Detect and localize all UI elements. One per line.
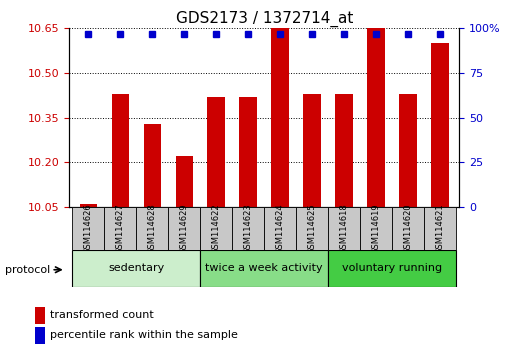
Text: GSM114620: GSM114620 bbox=[404, 203, 412, 254]
Text: GSM114624: GSM114624 bbox=[275, 203, 285, 254]
FancyBboxPatch shape bbox=[72, 207, 105, 250]
Bar bbox=[399, 94, 417, 207]
Text: percentile rank within the sample: percentile rank within the sample bbox=[50, 330, 238, 341]
FancyBboxPatch shape bbox=[296, 207, 328, 250]
Text: GSM114618: GSM114618 bbox=[340, 203, 349, 254]
Text: GSM114625: GSM114625 bbox=[308, 203, 317, 254]
Text: GSM114621: GSM114621 bbox=[436, 203, 444, 254]
Text: GSM114623: GSM114623 bbox=[244, 203, 253, 254]
FancyBboxPatch shape bbox=[424, 207, 456, 250]
Text: GSM114626: GSM114626 bbox=[84, 203, 93, 254]
Bar bbox=[271, 28, 289, 207]
Text: twice a week activity: twice a week activity bbox=[205, 263, 323, 273]
Text: GSM114629: GSM114629 bbox=[180, 203, 189, 254]
Bar bbox=[80, 204, 97, 207]
Bar bbox=[240, 97, 257, 207]
FancyBboxPatch shape bbox=[392, 207, 424, 250]
Text: GSM114627: GSM114627 bbox=[116, 203, 125, 254]
Bar bbox=[336, 94, 353, 207]
Bar bbox=[431, 43, 449, 207]
FancyBboxPatch shape bbox=[328, 207, 360, 250]
Text: sedentary: sedentary bbox=[108, 263, 165, 273]
Text: protocol: protocol bbox=[5, 265, 50, 275]
Bar bbox=[144, 124, 161, 207]
Text: transformed count: transformed count bbox=[50, 310, 154, 320]
Bar bbox=[35, 307, 46, 324]
FancyBboxPatch shape bbox=[232, 207, 264, 250]
Bar bbox=[35, 327, 46, 343]
FancyBboxPatch shape bbox=[264, 207, 296, 250]
Text: GSM114628: GSM114628 bbox=[148, 203, 157, 254]
FancyBboxPatch shape bbox=[360, 207, 392, 250]
FancyBboxPatch shape bbox=[200, 207, 232, 250]
FancyBboxPatch shape bbox=[105, 207, 136, 250]
Text: GSM114622: GSM114622 bbox=[212, 203, 221, 254]
Title: GDS2173 / 1372714_at: GDS2173 / 1372714_at bbox=[175, 11, 353, 27]
FancyBboxPatch shape bbox=[200, 250, 328, 287]
FancyBboxPatch shape bbox=[136, 207, 168, 250]
FancyBboxPatch shape bbox=[168, 207, 200, 250]
Bar bbox=[303, 94, 321, 207]
FancyBboxPatch shape bbox=[72, 250, 200, 287]
Bar bbox=[175, 156, 193, 207]
Text: voluntary running: voluntary running bbox=[342, 263, 442, 273]
FancyBboxPatch shape bbox=[328, 250, 456, 287]
Bar bbox=[367, 28, 385, 207]
Text: GSM114619: GSM114619 bbox=[371, 203, 381, 254]
Bar bbox=[112, 94, 129, 207]
Bar bbox=[207, 97, 225, 207]
